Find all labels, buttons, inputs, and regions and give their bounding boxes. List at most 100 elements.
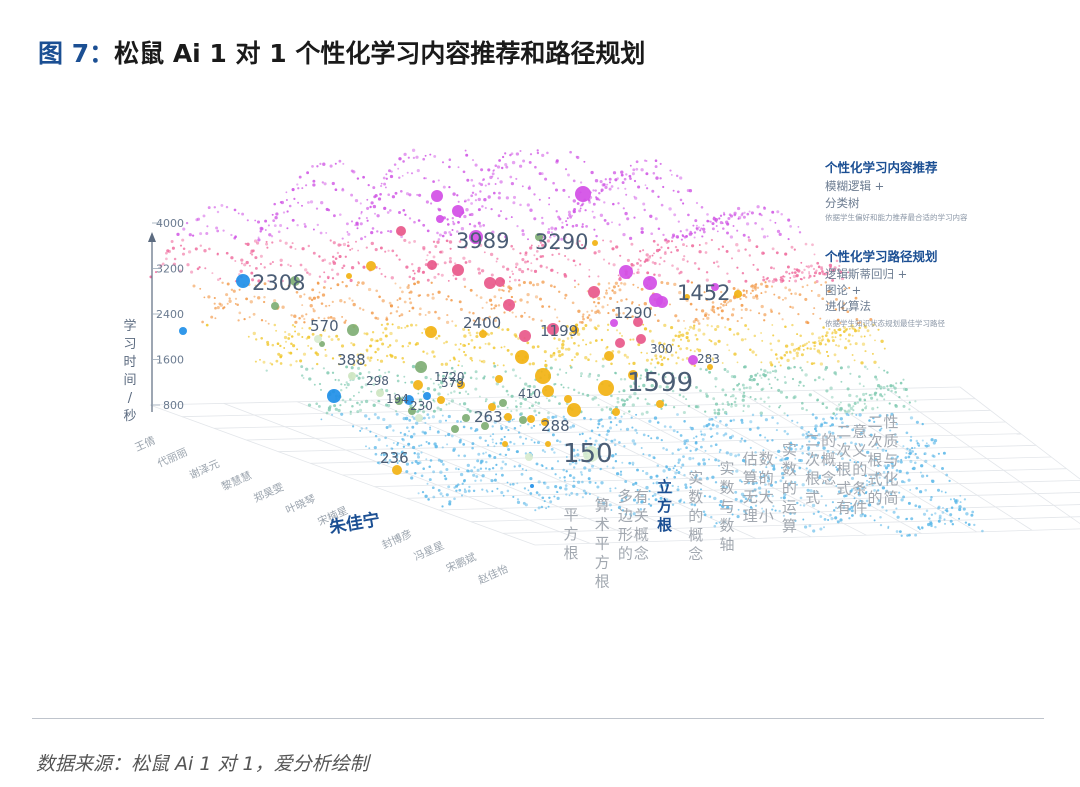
ridge-dot	[813, 271, 818, 275]
ridge-dot	[790, 480, 793, 484]
bubble-point	[404, 395, 414, 405]
ridge-dot	[327, 316, 330, 320]
ridge-dot	[623, 353, 627, 357]
ridge-dot	[295, 360, 298, 363]
ridge-dot	[860, 443, 863, 447]
ridge-dot	[216, 252, 219, 255]
ridge-dot	[598, 443, 602, 447]
ridge-dot	[784, 457, 789, 461]
ridge-dot	[680, 238, 683, 241]
ridge-dot	[802, 518, 805, 521]
topic-char: 与	[883, 451, 898, 469]
ridge-dot	[557, 350, 561, 354]
ridge-dot	[493, 455, 497, 460]
ridge-dot	[787, 482, 792, 486]
ridge-dot	[925, 444, 928, 448]
ridge-dot	[665, 466, 668, 469]
ridge-dot	[516, 500, 521, 505]
ridge-dot	[698, 250, 702, 254]
ridge-dot	[277, 230, 281, 234]
ridge-dot	[516, 482, 519, 485]
ridge-dot	[685, 228, 689, 232]
ridge-dot	[599, 467, 603, 470]
ridge-dot	[611, 454, 615, 458]
ridge-dot	[298, 294, 303, 299]
ridge-dot	[779, 404, 782, 407]
ridge-dot	[414, 460, 418, 463]
ridge-dot	[568, 331, 573, 336]
ridge-dot	[686, 279, 690, 283]
ridge-dot	[806, 321, 810, 325]
ridge-dot	[273, 224, 277, 228]
ridge-dot	[664, 250, 667, 254]
ridge-dot	[603, 218, 607, 222]
ridge-dot	[463, 334, 467, 338]
topic-char: 平	[563, 506, 578, 524]
ridge-dot	[917, 505, 922, 509]
ridge-dot	[896, 440, 899, 443]
ridge-dot	[670, 240, 674, 243]
ridge-dot	[513, 427, 517, 430]
ridge-dot	[831, 339, 835, 343]
ridge-dot	[949, 498, 952, 501]
ridge-dot	[690, 281, 694, 284]
ridge-dot	[702, 318, 705, 320]
figure-title: 图 7：松鼠 Ai 1 对 1 个性化学习内容推荐和路径规划	[38, 34, 645, 70]
ridge-dot	[878, 483, 882, 486]
ridge-dot	[621, 509, 625, 512]
ridge-dot	[279, 263, 283, 267]
ridge-dot	[690, 426, 694, 431]
ridge-dot	[515, 152, 520, 156]
ridge-dot	[556, 496, 560, 501]
bubble-point	[628, 370, 638, 380]
ridge-dot	[352, 425, 355, 428]
ridge-dot	[863, 402, 866, 405]
ridge-dot	[788, 350, 792, 353]
ridge-dot	[600, 190, 603, 193]
ridge-dot	[290, 335, 294, 338]
topic-char: 性	[883, 413, 898, 431]
ridge-dot	[451, 320, 454, 323]
ridge-dot	[894, 477, 897, 481]
ridge-dot	[747, 328, 750, 331]
ridge-dot	[562, 188, 566, 192]
ridge-dot	[424, 421, 427, 424]
ridge-dot	[558, 486, 563, 490]
ridge-dot	[869, 514, 872, 518]
ridge-dot	[771, 439, 774, 442]
ridge-dot	[181, 252, 186, 256]
ridge-dot	[640, 412, 644, 416]
ridge-dot	[554, 485, 558, 489]
ridge-dot	[692, 457, 695, 460]
value-label: 3989	[456, 229, 509, 253]
ridge-dot	[762, 252, 765, 255]
ridge-dot	[350, 366, 354, 370]
grid-line	[591, 394, 867, 536]
ridge-dot	[555, 159, 559, 163]
ridge-dot	[305, 313, 308, 316]
ridge-dot	[345, 365, 349, 369]
ridge-dot	[817, 339, 821, 343]
ridge-dot	[826, 354, 830, 358]
ridge-dot	[755, 245, 759, 249]
ridge-dot	[417, 219, 421, 222]
ridge-dot	[743, 509, 747, 513]
ridge-dot	[719, 448, 722, 452]
ridge-dot	[178, 269, 182, 273]
ridge-dot	[577, 391, 581, 395]
ridge-dot	[693, 262, 697, 265]
ridge-dot	[216, 229, 220, 233]
ridge-dot	[626, 317, 629, 320]
ridge-dot	[633, 391, 637, 396]
ridge-dot	[717, 313, 720, 316]
ridge-dot	[868, 393, 871, 397]
ridge-dot	[588, 275, 591, 278]
ridge-dot	[702, 425, 706, 428]
ridge-dot	[751, 284, 754, 287]
ridge-dot	[550, 226, 554, 230]
ridge-dot	[445, 340, 448, 344]
ridge-dot	[589, 418, 592, 421]
ridge-dot	[793, 267, 796, 271]
ridge-dot	[582, 339, 585, 342]
ridge-dot	[521, 232, 525, 237]
